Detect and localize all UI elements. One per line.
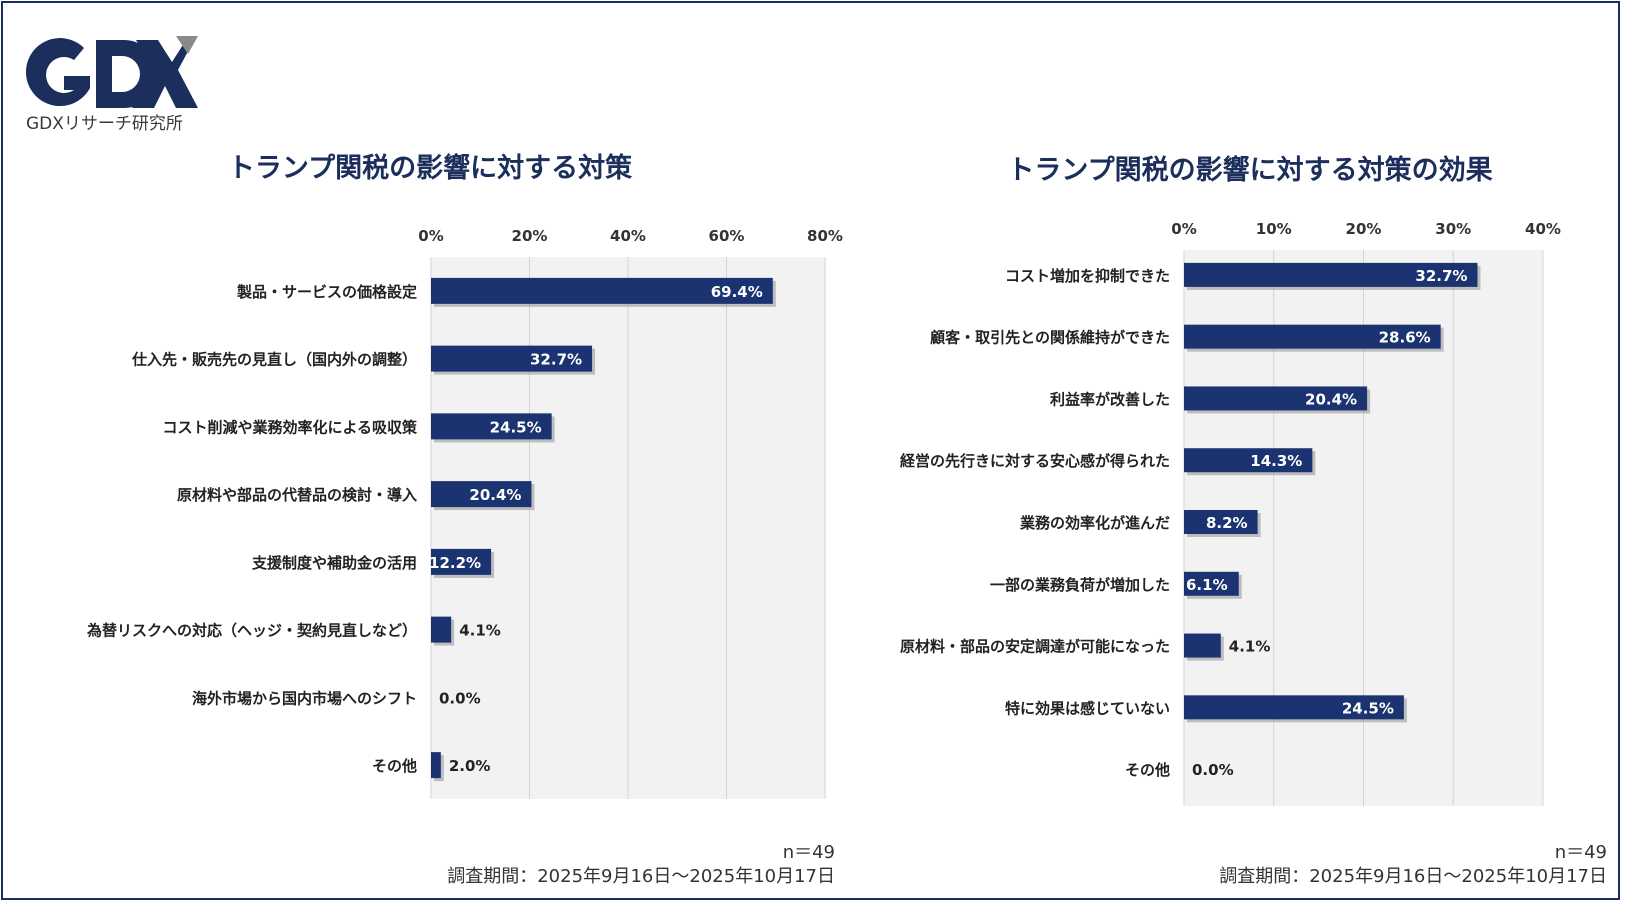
chart2-value-label: 0.0% bbox=[1192, 761, 1234, 779]
chart2-category-label: コスト増加を抑制できた bbox=[1005, 267, 1170, 285]
chart1-value-label: 12.2% bbox=[429, 554, 481, 572]
chart2-bar bbox=[1184, 324, 1441, 349]
chart2-category-label: 経営の先行きに対する安心感が得られた bbox=[900, 452, 1170, 470]
chart2-value-label: 4.1% bbox=[1229, 638, 1271, 656]
chart1-value-label: 32.7% bbox=[530, 351, 582, 369]
chart2-bar bbox=[1184, 510, 1258, 534]
chart2-tick-label: 0% bbox=[1171, 220, 1196, 238]
chart1-value-label: 20.4% bbox=[469, 486, 521, 504]
chart2-bar bbox=[1184, 633, 1221, 658]
chart1-tick-label: 80% bbox=[807, 227, 843, 245]
chart2-value-label: 24.5% bbox=[1342, 699, 1394, 717]
chart2-category-label: 利益率が改善した bbox=[1050, 390, 1170, 408]
chart2-period: 調査期間：2025年9月16日〜2025年10月17日 bbox=[1219, 866, 1607, 887]
chart2-tick-label: 40% bbox=[1525, 220, 1561, 238]
chart2-category-label: 原材料・部品の安定調達が可能になった bbox=[900, 638, 1170, 656]
chart1-bar bbox=[431, 548, 492, 575]
chart1-bar bbox=[431, 277, 773, 304]
chart2-bar bbox=[1184, 571, 1239, 596]
chart2-value-label: 6.1% bbox=[1186, 576, 1228, 594]
chart1-tick-label: 60% bbox=[709, 227, 745, 245]
chart2-category-label: 顧客・取引先との関係維持ができた bbox=[930, 329, 1170, 347]
chart1-category-label: 仕入先・販売先の見直し（国内外の調整） bbox=[131, 351, 417, 369]
chart1-category-label: コスト削減や業務効率化による吸収策 bbox=[162, 418, 418, 436]
chart2-category-label: 一部の業務負荷が増加した bbox=[990, 576, 1170, 594]
chart1-n-label: n＝49 bbox=[782, 842, 835, 863]
chart2-value-label: 20.4% bbox=[1305, 390, 1357, 408]
chart2-value-label: 8.2% bbox=[1206, 514, 1248, 532]
chart2-category-label: 特に効果は感じていない bbox=[1005, 699, 1170, 717]
chart1-tick-label: 20% bbox=[512, 227, 548, 245]
chart2-title: トランプ関税の影響に対する対策の効果 bbox=[1007, 155, 1493, 186]
chart2-bar bbox=[1184, 386, 1368, 411]
chart1-category-label: 製品・サービスの価格設定 bbox=[236, 283, 417, 301]
chart2-tick-label: 10% bbox=[1256, 220, 1292, 238]
chart2-bar bbox=[1184, 262, 1478, 287]
chart1-category-label: 為替リスクへの対応（ヘッジ・契約見直しなど） bbox=[86, 622, 417, 640]
chart1-value-label: 2.0% bbox=[449, 757, 491, 775]
chart2-footer: n＝49 調査期間：2025年9月16日〜2025年10月17日 bbox=[1219, 841, 1607, 889]
chart1-tick-label: 40% bbox=[610, 227, 646, 245]
chart2-category-label: その他 bbox=[1125, 761, 1170, 779]
chart1-bar bbox=[431, 481, 532, 508]
chart2-n-label: n＝49 bbox=[1554, 842, 1607, 863]
chart1-category-label: 支援制度や補助金の活用 bbox=[251, 554, 417, 572]
chart1-bar bbox=[431, 345, 593, 372]
chart1-bar bbox=[431, 413, 552, 440]
chart1-category-label: 原材料や部品の代替品の検討・導入 bbox=[177, 486, 417, 504]
chart1-period: 調査期間：2025年9月16日〜2025年10月17日 bbox=[447, 866, 835, 887]
chart2-category-label: 業務の効率化が進んだ bbox=[1019, 514, 1170, 532]
chart2-bar bbox=[1184, 448, 1313, 473]
chart1-tick-label: 0% bbox=[418, 227, 443, 245]
chart2-tick-label: 30% bbox=[1435, 220, 1471, 238]
logo-caption: GDXリサーチ研究所 bbox=[26, 114, 183, 134]
chart1-value-label: 0.0% bbox=[439, 689, 481, 707]
chart1-value-label: 69.4% bbox=[711, 283, 763, 301]
chart1-value-label: 4.1% bbox=[459, 622, 501, 640]
chart2-value-label: 28.6% bbox=[1379, 329, 1431, 347]
chart2-bar bbox=[1184, 695, 1404, 720]
chart1-category-label: 海外市場から国内市場へのシフト bbox=[192, 689, 417, 707]
chart1-title: トランプ関税の影響に対する対策 bbox=[227, 153, 633, 184]
chart1-value-label: 24.5% bbox=[490, 418, 542, 436]
chart2-value-label: 32.7% bbox=[1415, 267, 1467, 285]
chart1-category-label: その他 bbox=[372, 757, 417, 775]
chart1-bar bbox=[431, 752, 441, 779]
chart1-bar bbox=[431, 616, 452, 643]
gdx-logo bbox=[26, 36, 198, 108]
chart2-tick-label: 20% bbox=[1346, 220, 1382, 238]
chart1-footer: n＝49 調査期間：2025年9月16日〜2025年10月17日 bbox=[447, 841, 835, 889]
chart2-value-label: 14.3% bbox=[1250, 452, 1302, 470]
